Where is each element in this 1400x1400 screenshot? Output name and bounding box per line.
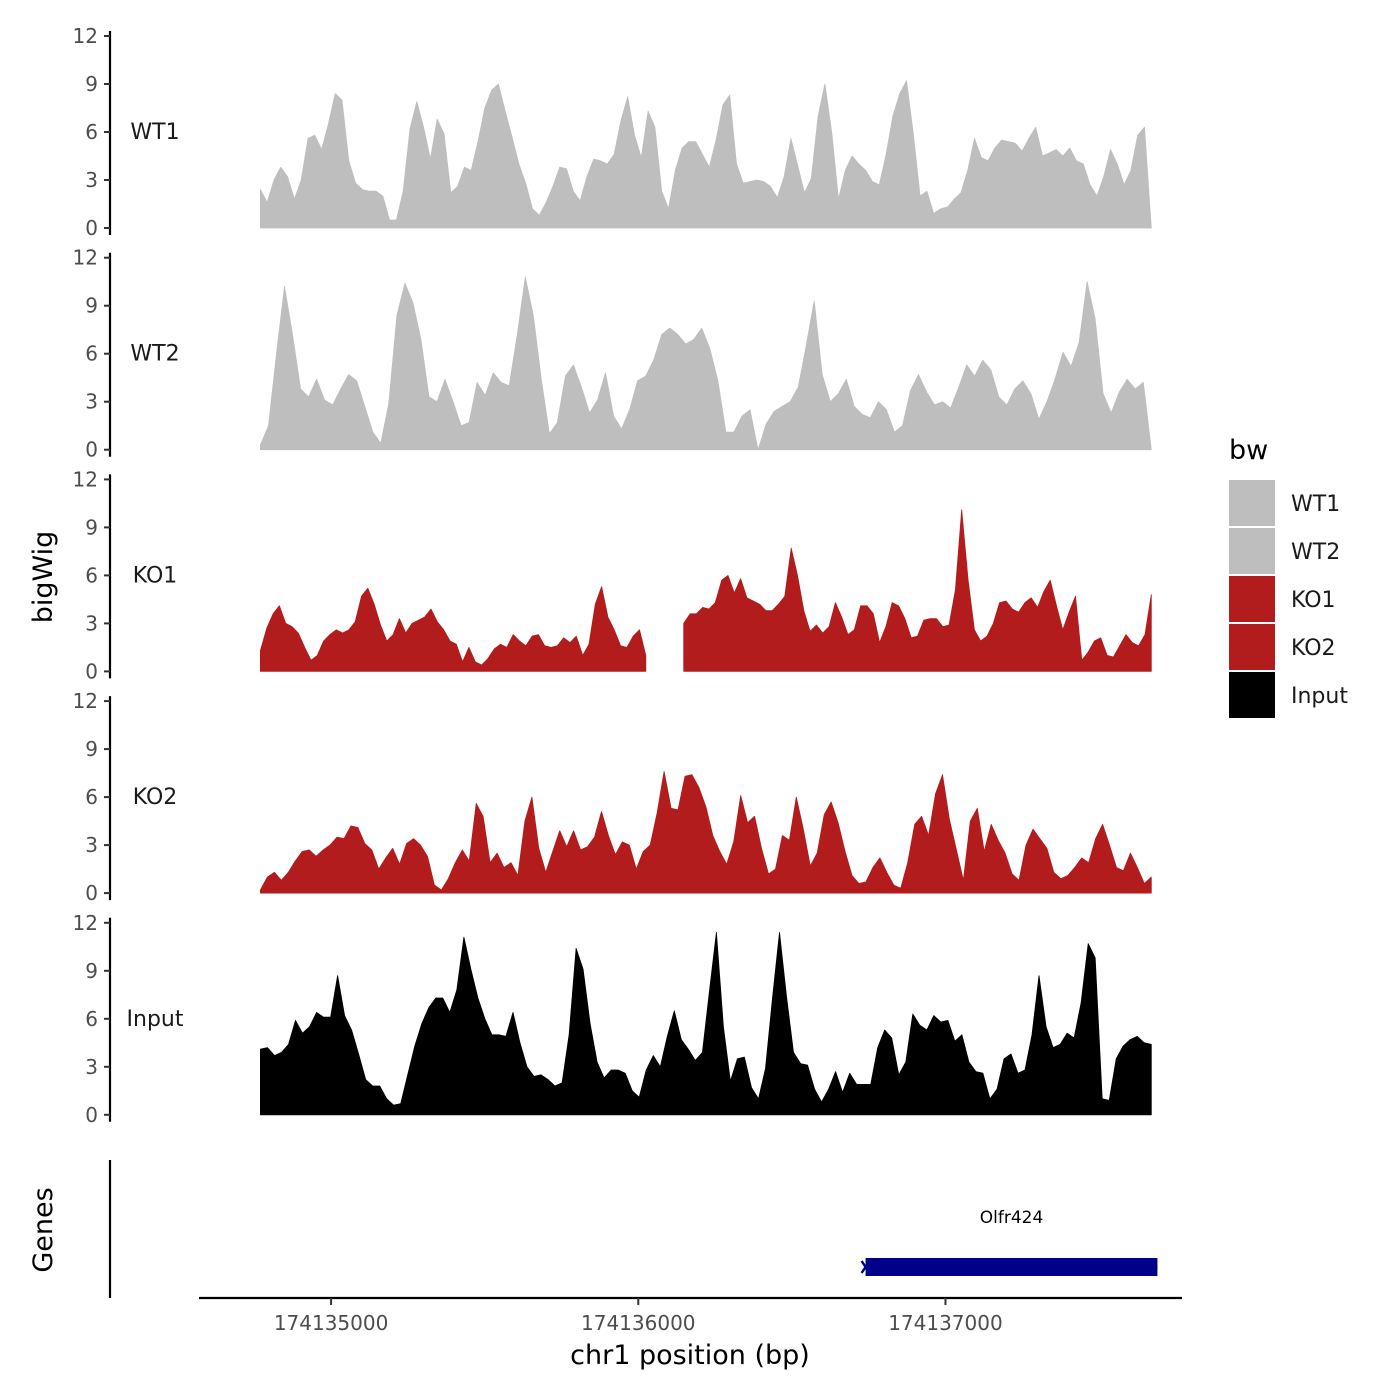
track-label-input: Input xyxy=(127,1007,184,1032)
y-tick-label: 3 xyxy=(85,1055,98,1079)
y-tick-label: 12 xyxy=(73,911,98,935)
legend: bw WT1 WT2 KO1 KO2 Input xyxy=(1229,435,1348,718)
y-tick-label: 6 xyxy=(85,563,98,587)
y-tick-label: 12 xyxy=(73,246,98,270)
coverage-area-input xyxy=(260,932,1152,1116)
y-tick-label: 3 xyxy=(85,611,98,635)
y-tick-label: 9 xyxy=(85,515,98,539)
y-tick-label: 3 xyxy=(85,168,98,192)
y-tick-label: 6 xyxy=(85,342,98,366)
track-wt1: 0 3 6 9 12 WT1 xyxy=(73,24,1152,240)
legend-label-ko2: KO2 xyxy=(1291,636,1336,661)
gene-strand-marker xyxy=(860,1260,871,1274)
coverage-area-ko1 xyxy=(260,586,647,672)
y-tick-label: 6 xyxy=(85,120,98,144)
legend-label-wt1: WT1 xyxy=(1291,492,1340,517)
track-label-ko2: KO2 xyxy=(133,785,178,810)
y-tick-label: 9 xyxy=(85,737,98,761)
track-label-wt1: WT1 xyxy=(130,120,179,145)
track-ko1: 0 3 6 9 12 KO1 xyxy=(73,467,1152,683)
coverage-area-wt2 xyxy=(260,276,1152,451)
track-ko2: 0 3 6 9 12 KO2 xyxy=(73,689,1152,905)
y-tick-label: 6 xyxy=(85,1007,98,1031)
gene-panel: Genes Olfr424 xyxy=(28,1160,1158,1298)
y-tick-label: 9 xyxy=(85,294,98,318)
coverage-area-ko1 xyxy=(683,509,1152,672)
bigwig-tracks: 0 3 6 9 12 WT1 0 3 6 9 12 WT2 0 3 6 9 12 KO1 0 3 6 9 12 KO2 0 3 6 9… xyxy=(73,24,1152,1127)
legend-key-ko2 xyxy=(1229,624,1275,670)
y-tick-label: 12 xyxy=(73,467,98,491)
x-tick-label: 174137000 xyxy=(888,1311,1003,1335)
track-input: 0 3 6 9 12 Input xyxy=(73,911,1152,1127)
legend-key-wt1 xyxy=(1229,480,1275,526)
y-tick-label: 3 xyxy=(85,833,98,857)
legend-key-input xyxy=(1229,672,1275,718)
legend-title: bw xyxy=(1229,435,1268,466)
x-tick-label: 174135000 xyxy=(274,1311,389,1335)
x-axis-title: chr1 position (bp) xyxy=(570,1340,810,1371)
gene-panel-title: Genes xyxy=(28,1187,59,1272)
y-tick-label: 0 xyxy=(85,438,98,462)
y-tick-label: 9 xyxy=(85,959,98,983)
y-tick-label: 12 xyxy=(73,689,98,713)
y-tick-label: 0 xyxy=(85,216,98,240)
y-tick-label: 9 xyxy=(85,72,98,96)
y-tick-label: 6 xyxy=(85,785,98,809)
legend-label-input: Input xyxy=(1291,684,1348,709)
x-axis: 174135000 174136000 174137000 xyxy=(199,1296,1182,1335)
coverage-area-wt1 xyxy=(260,80,1152,229)
legend-label-wt2: WT2 xyxy=(1291,540,1340,565)
legend-key-wt2 xyxy=(1229,528,1275,574)
track-label-wt2: WT2 xyxy=(130,342,179,367)
y-tick-label: 12 xyxy=(73,24,98,48)
y-tick-label: 0 xyxy=(85,659,98,683)
legend-label-ko1: KO1 xyxy=(1291,588,1336,613)
y-tick-label: 0 xyxy=(85,1103,98,1127)
y-axis-title: bigWig xyxy=(28,531,59,624)
y-tick-label: 0 xyxy=(85,881,98,905)
track-label-ko1: KO1 xyxy=(133,563,178,588)
coverage-area-ko2 xyxy=(260,771,1152,894)
track-wt2: 0 3 6 9 12 WT2 xyxy=(73,246,1152,462)
gene-label: Olfr424 xyxy=(980,1208,1044,1228)
legend-key-ko1 xyxy=(1229,576,1275,622)
gene-body xyxy=(865,1258,1158,1276)
x-tick-label: 174136000 xyxy=(581,1311,696,1335)
y-tick-label: 3 xyxy=(85,390,98,414)
